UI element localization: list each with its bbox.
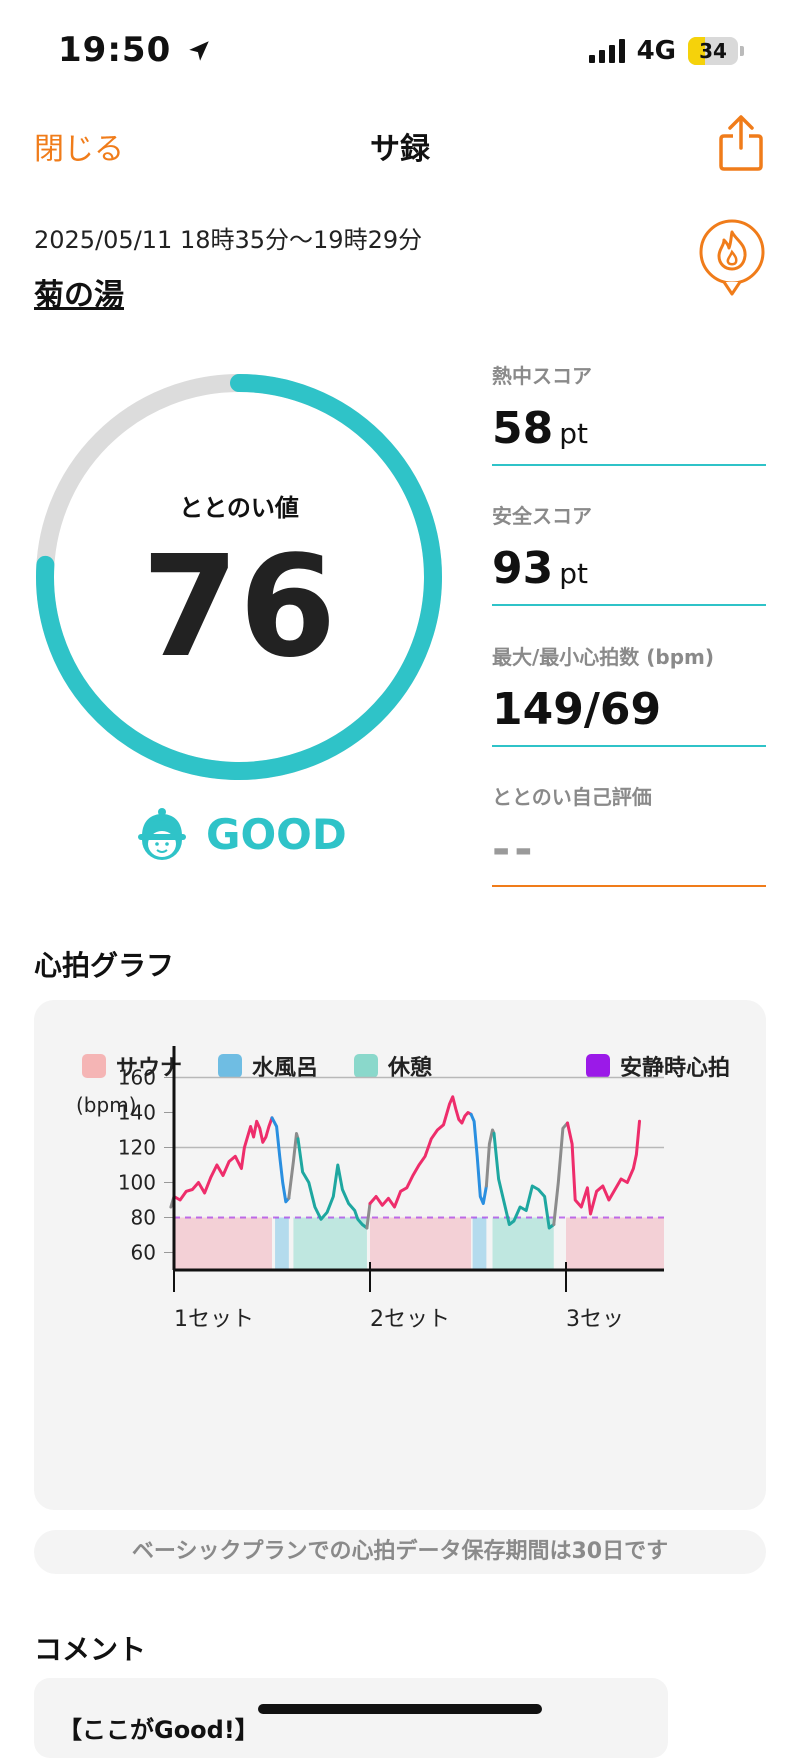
sauna-hat-face-icon (138, 808, 186, 860)
y-tick-label: 100 (118, 1171, 156, 1195)
x-tick-label: 1セット (174, 1307, 254, 1332)
y-tick-label: 60 (131, 1241, 156, 1265)
stat-self-rating[interactable]: ととのい自己評価 -- (492, 781, 766, 887)
stat-value: 93 pt (492, 543, 588, 594)
y-tick-label: 140 (118, 1101, 156, 1125)
phase-band-sauna (370, 1217, 472, 1270)
hr-series-sauna (566, 1119, 641, 1216)
legend-swatch (354, 1054, 378, 1078)
retention-note: ベーシックプランでの心拍データ保存期間は30日です (34, 1530, 766, 1574)
comment-title: コメント (34, 1633, 147, 1666)
hr-series-transition (484, 1128, 496, 1188)
phase-band-water (472, 1217, 487, 1270)
stat-label: 安全スコア (492, 504, 592, 528)
x-tick-label: 2セット (370, 1307, 450, 1332)
home-indicator (258, 1704, 542, 1714)
score-gauge (36, 374, 442, 780)
hr-series-rest (296, 1137, 369, 1230)
close-button[interactable]: 閉じる (34, 132, 124, 167)
stat-heat-score: 熱中スコア 58 pt (492, 360, 766, 466)
status-time: 19:50 (58, 30, 212, 70)
score-gauge-arc (36, 374, 442, 780)
result-indicator: GOOD (136, 806, 347, 862)
hr-series-sauna (172, 1116, 274, 1202)
hr-series-transition (287, 1132, 300, 1200)
battery-icon: 34 (688, 37, 744, 65)
hr-series-transition (552, 1121, 569, 1226)
comment-first-line: 【ここがGood!】 (58, 1716, 259, 1744)
session-datetime: 2025/05/11 18時35分〜19時29分 (34, 226, 423, 254)
legend-swatch (82, 1054, 106, 1078)
hr-series-water (469, 1112, 488, 1205)
legend-swatch (586, 1054, 610, 1078)
phase-band-rest (293, 1217, 367, 1270)
legend-sauna: サウナ (82, 1050, 182, 1082)
heart-graph-title: 心拍グラフ (34, 949, 175, 982)
fire-badge-icon[interactable] (696, 218, 768, 302)
page-title: サ録 (370, 132, 430, 167)
stat-value: -- (492, 824, 537, 875)
stat-label: ととのい自己評価 (492, 785, 652, 809)
network-label: 4G (636, 36, 676, 66)
x-tick-label: 3セッ (566, 1307, 624, 1332)
hr-series-sauna (368, 1095, 473, 1209)
stat-safety-score: 安全スコア 93 pt (492, 500, 766, 606)
stat-value: 149/69 (492, 684, 662, 735)
phase-band-rest (492, 1217, 554, 1270)
hr-series-rest (492, 1132, 556, 1230)
phase-band-sauna (566, 1217, 664, 1270)
stat-heart-rate: 最大/最小心拍数 (bpm) 149/69 (492, 641, 766, 747)
phase-band-water (275, 1217, 289, 1270)
y-tick-label: 80 (131, 1206, 156, 1230)
stat-label: 最大/最小心拍数 (bpm) (492, 645, 715, 669)
hr-series-transition (365, 1202, 372, 1230)
stat-value: 58 pt (492, 403, 588, 454)
legend-swatch (218, 1054, 242, 1078)
location-arrow-icon (189, 41, 209, 61)
facility-link[interactable]: 菊の湯 (34, 278, 124, 313)
stat-label: 熱中スコア (492, 364, 592, 388)
signal-icon (588, 39, 625, 63)
battery-level: 34 (699, 39, 727, 63)
y-axis-label: (bpm) (76, 1093, 136, 1117)
score-label: ととのい値 (179, 494, 299, 522)
hr-series-water (270, 1116, 291, 1204)
score-value: 76 (141, 526, 337, 689)
result-label: GOOD (206, 809, 347, 859)
phase-band-sauna (174, 1217, 272, 1270)
share-icon[interactable] (718, 114, 764, 172)
y-tick-label: 160 (118, 1066, 156, 1090)
y-tick-label: 120 (118, 1136, 156, 1160)
status-indicators: 4G 34 (588, 36, 744, 66)
heart-rate-chart: (bpm) 160 140 120 100 80 60 1セット 2セット 3セッ (76, 1046, 664, 1332)
